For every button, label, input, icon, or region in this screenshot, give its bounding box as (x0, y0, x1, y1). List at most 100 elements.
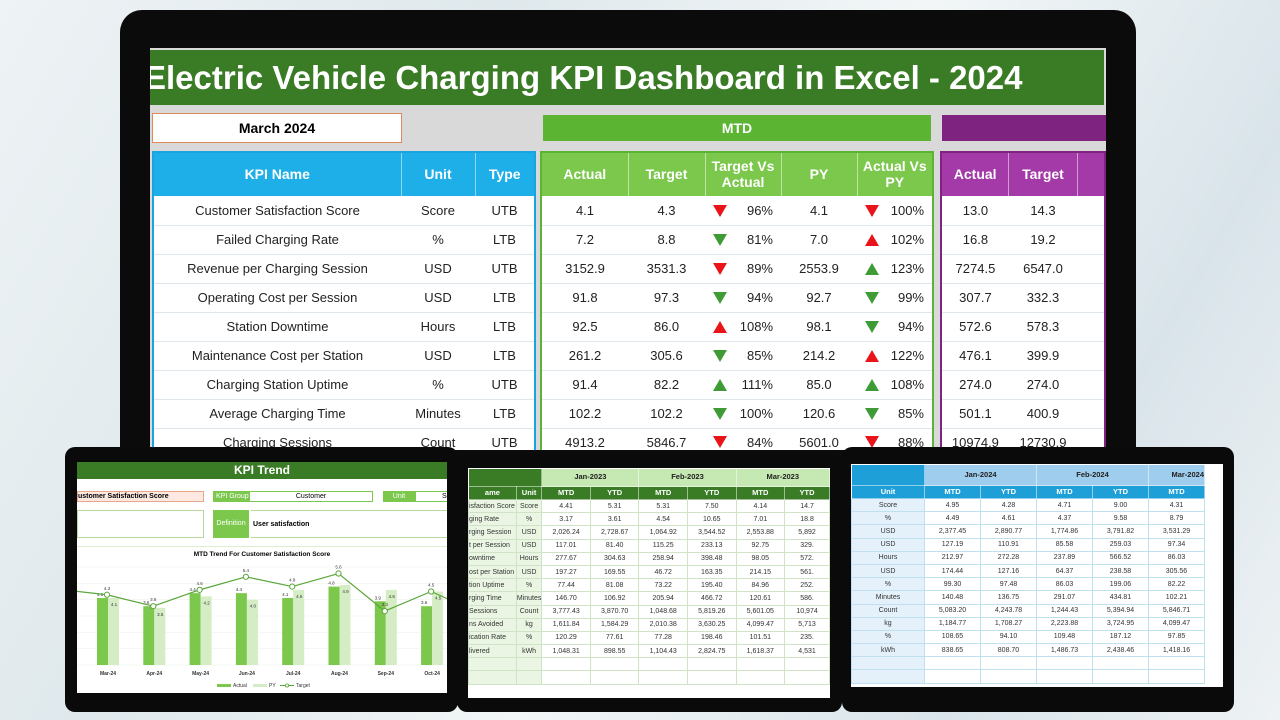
value: 84.96 (735, 578, 786, 593)
value: 5.31 (638, 498, 688, 514)
value: 115.25 (638, 538, 688, 553)
legend-py-swatch (253, 684, 267, 687)
legend-target: Target (296, 683, 311, 689)
ytd-actual: 16.8 (941, 225, 1009, 255)
tva-value: 85% (746, 348, 773, 363)
header-blank (851, 464, 925, 486)
unit: Minutes (515, 591, 543, 606)
target-point (242, 573, 249, 580)
mtd-row: 91.8 97.3 94% 92.7 99% (541, 283, 933, 313)
tva-value: 100% (739, 406, 773, 421)
tva: 94% (705, 290, 781, 305)
value: 14.7 (784, 498, 830, 514)
target: 8.8 (628, 225, 705, 255)
value: 4.14 (735, 498, 786, 514)
data-row: USD 127.19 110.91 85.58 259.03 97.34 (851, 537, 1205, 552)
value: 291.07 (1036, 590, 1093, 605)
value: 233.13 (686, 538, 737, 553)
bar-actual (282, 598, 294, 665)
unit: % (515, 630, 543, 646)
tva-cell: 100% (705, 399, 781, 429)
ytd-target: 6547.0 (1008, 254, 1078, 284)
header-blank (468, 468, 543, 487)
x-tick-label: Aug-24 (331, 671, 348, 677)
value: 2,553.88 (735, 525, 786, 540)
kpi-unit: Count (401, 428, 475, 450)
empty-cell (686, 670, 737, 685)
ytd-actual: 572.6 (941, 312, 1009, 342)
arrow-down-icon (713, 349, 727, 362)
label-actual: 3.6 (143, 600, 150, 605)
kpi-unit: USD (401, 341, 475, 371)
value: 86.03 (1036, 577, 1093, 592)
value: 4.61 (980, 511, 1037, 526)
value: 77.28 (638, 630, 688, 646)
arrow-up-icon (865, 262, 879, 275)
value: 5,083.20 (924, 603, 981, 618)
data-row: rging Session USD 2,026.24 2,728.67 1,064.92… (468, 525, 830, 540)
data-row: ging Rate% 3.17 3.61 4.54 10.65 7.01 18.8 (468, 512, 830, 527)
kpi-name: Maintenance Cost per Station (153, 341, 401, 371)
unit: kWh (515, 644, 543, 659)
data-2024-screen: Jan-2024 Feb-2024 Mar-2024 Unit MTD YTD MTD YTD… (851, 464, 1223, 687)
empty-cell (541, 657, 591, 672)
notes-box (77, 510, 204, 538)
mtd-row: 102.2 102.2 100% 120.6 85% (541, 399, 933, 429)
unit: Hours (515, 551, 543, 566)
value: 146.70 (541, 591, 591, 606)
kpi-name: Sessions (468, 604, 517, 619)
value: 127.16 (980, 563, 1037, 579)
value: 1,618.37 (735, 644, 786, 659)
month-selector[interactable]: March 2024 (152, 113, 402, 143)
empty-cell (589, 657, 640, 672)
value: 3,724.95 (1092, 616, 1149, 631)
month-header: Feb-2023 (638, 468, 737, 487)
ytd-more (1077, 370, 1105, 400)
kpi-name: ication Rate (468, 630, 517, 646)
py: 2553.9 (781, 254, 857, 284)
label-actual: 4.4 (236, 587, 243, 592)
avp-cell: 102% (857, 225, 933, 255)
value: 1,774.86 (1036, 524, 1093, 539)
legend-actual: Actual (233, 683, 247, 689)
label-py: 4.0 (250, 604, 257, 609)
tva-cell: 94% (705, 283, 781, 313)
target-point (150, 603, 157, 610)
value: 3,531.29 (1148, 524, 1205, 539)
ytd-row: 7274.5 6547.0 (941, 254, 1105, 284)
value: 73.22 (638, 578, 688, 593)
kpi-type: LTB (475, 341, 535, 371)
value: 85.58 (1036, 537, 1093, 552)
kpi-name: ns Avoided (468, 617, 517, 632)
unit: USD (851, 563, 925, 579)
value: 466.72 (686, 591, 737, 606)
empty-cell (784, 670, 830, 685)
kpi-group-value: Customer (249, 491, 373, 502)
mtd-table: Actual Target Target Vs Actual PY Actual… (540, 151, 934, 450)
value: 4.71 (1036, 497, 1093, 513)
label-py: 4.2 (203, 600, 210, 605)
kpi-type: LTB (475, 283, 535, 313)
value: 1,104.43 (638, 644, 688, 659)
kpi-row: Operating Cost per Session USD LTB (153, 283, 535, 313)
series-target-line (77, 572, 447, 612)
empty-cell (541, 670, 591, 685)
ytd-actual: 274.0 (941, 370, 1009, 400)
empty-cell (638, 670, 688, 685)
empty-row (851, 656, 1205, 671)
target: 97.3 (628, 283, 705, 313)
col-unit: Unit (515, 486, 543, 500)
value: 259.03 (1092, 537, 1149, 552)
kpi-name: owntime (468, 551, 517, 566)
value: 205.94 (638, 591, 688, 606)
unit: Count (851, 603, 925, 618)
target-point (289, 583, 296, 590)
data-row: % 99.30 97.48 86.03 199.06 82.22 (851, 577, 1205, 592)
col-target: Target (627, 151, 706, 197)
ytd-row: 16.8 19.2 (941, 225, 1105, 255)
tva: 84% (705, 435, 781, 450)
bar-py (200, 596, 212, 665)
kpi-selector[interactable]: ustomer Satisfaction Score (77, 491, 204, 502)
arrow-down-icon (713, 204, 727, 217)
col-ytd-target: Target (1008, 151, 1078, 197)
